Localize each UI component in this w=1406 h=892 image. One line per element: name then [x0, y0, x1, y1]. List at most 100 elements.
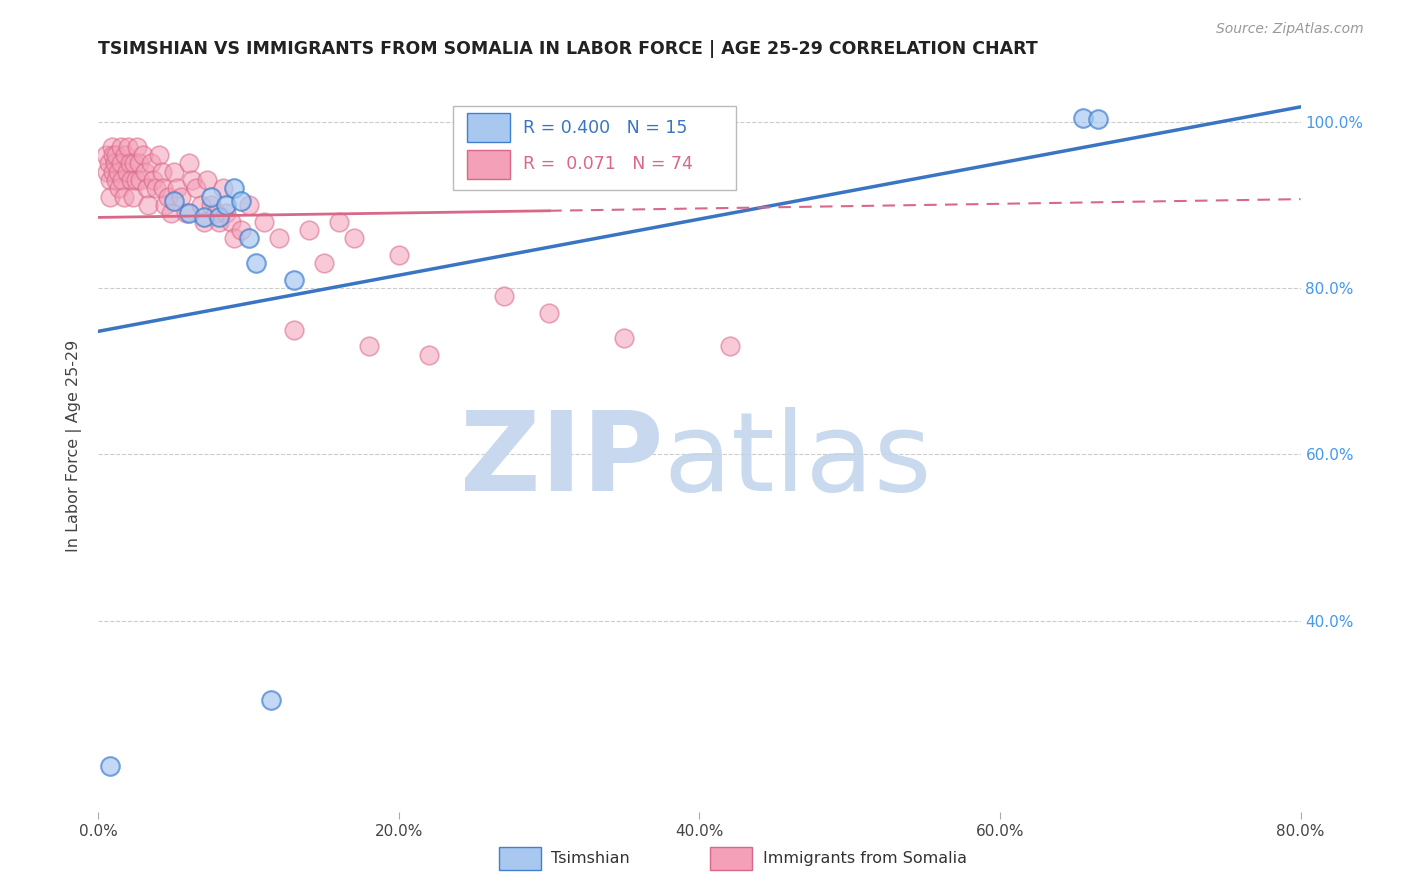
- Point: [190, 198, 212, 212]
- Point: [180, 173, 202, 187]
- Point: [100, 173, 122, 187]
- Point: [112, 189, 135, 203]
- Point: [136, 198, 159, 212]
- Point: [195, 173, 218, 187]
- Point: [245, 256, 267, 270]
- Point: [231, 194, 253, 208]
- Point: [200, 198, 222, 212]
- Point: [166, 181, 188, 195]
- Point: [267, 231, 290, 245]
- Point: [96, 164, 118, 178]
- Point: [538, 306, 561, 320]
- FancyBboxPatch shape: [467, 113, 509, 143]
- Point: [103, 164, 125, 178]
- Point: [118, 156, 141, 170]
- Point: [231, 223, 253, 237]
- Point: [132, 148, 155, 162]
- Point: [111, 173, 134, 187]
- Point: [222, 181, 245, 195]
- Point: [134, 164, 156, 178]
- Point: [613, 331, 636, 345]
- Point: [107, 164, 129, 178]
- Point: [357, 339, 380, 353]
- Point: [177, 156, 200, 170]
- Text: R =  0.071   N = 74: R = 0.071 N = 74: [523, 155, 693, 173]
- Point: [150, 164, 173, 178]
- Point: [204, 206, 226, 220]
- Point: [125, 173, 148, 187]
- Point: [193, 214, 215, 228]
- Point: [1087, 112, 1109, 127]
- Point: [127, 140, 149, 154]
- Point: [153, 198, 176, 212]
- Point: [100, 189, 122, 203]
- Point: [328, 214, 350, 228]
- Point: [222, 231, 245, 245]
- Point: [208, 211, 231, 225]
- Point: [128, 156, 150, 170]
- Text: Immigrants from Somalia: Immigrants from Somalia: [763, 851, 967, 865]
- Point: [110, 156, 132, 170]
- Y-axis label: In Labor Force | Age 25-29: In Labor Force | Age 25-29: [66, 340, 83, 552]
- Point: [208, 214, 231, 228]
- Point: [283, 273, 305, 287]
- Point: [418, 347, 440, 362]
- Point: [312, 256, 335, 270]
- Point: [200, 189, 222, 203]
- Text: atlas: atlas: [664, 407, 932, 514]
- Point: [215, 206, 238, 220]
- Point: [94, 148, 117, 162]
- Point: [253, 214, 276, 228]
- Point: [104, 156, 127, 170]
- Point: [184, 181, 207, 195]
- Point: [103, 148, 125, 162]
- Point: [135, 181, 157, 195]
- Point: [124, 156, 146, 170]
- Point: [129, 173, 152, 187]
- Text: TSIMSHIAN VS IMMIGRANTS FROM SOMALIA IN LABOR FORCE | AGE 25-29 CORRELATION CHAR: TSIMSHIAN VS IMMIGRANTS FROM SOMALIA IN …: [98, 40, 1038, 58]
- Point: [141, 173, 163, 187]
- Point: [388, 248, 411, 262]
- Text: Source: ZipAtlas.com: Source: ZipAtlas.com: [1216, 22, 1364, 37]
- Point: [494, 289, 516, 303]
- Point: [114, 148, 136, 162]
- Point: [152, 181, 174, 195]
- Point: [97, 156, 120, 170]
- Point: [298, 223, 321, 237]
- Point: [117, 140, 139, 154]
- Point: [260, 692, 283, 706]
- Point: [238, 198, 260, 212]
- Point: [101, 140, 124, 154]
- Point: [159, 206, 181, 220]
- Point: [148, 148, 170, 162]
- Point: [156, 189, 179, 203]
- Point: [718, 339, 741, 353]
- Point: [121, 173, 143, 187]
- Point: [215, 198, 238, 212]
- Point: [108, 181, 131, 195]
- FancyBboxPatch shape: [467, 150, 509, 179]
- Point: [174, 206, 197, 220]
- Point: [145, 181, 167, 195]
- Point: [238, 231, 260, 245]
- Text: R = 0.400   N = 15: R = 0.400 N = 15: [523, 119, 688, 136]
- Point: [343, 231, 366, 245]
- Point: [193, 211, 215, 225]
- Point: [115, 164, 138, 178]
- Text: Tsimshian: Tsimshian: [551, 851, 630, 865]
- Point: [283, 323, 305, 337]
- Point: [105, 148, 128, 162]
- Point: [1071, 111, 1094, 125]
- Point: [100, 759, 122, 773]
- Point: [110, 140, 132, 154]
- Point: [212, 181, 235, 195]
- Point: [122, 189, 145, 203]
- Point: [105, 173, 128, 187]
- Point: [162, 164, 184, 178]
- Point: [219, 214, 242, 228]
- Point: [139, 156, 162, 170]
- FancyBboxPatch shape: [453, 106, 735, 190]
- Point: [162, 194, 184, 208]
- Point: [177, 206, 200, 220]
- Point: [170, 189, 193, 203]
